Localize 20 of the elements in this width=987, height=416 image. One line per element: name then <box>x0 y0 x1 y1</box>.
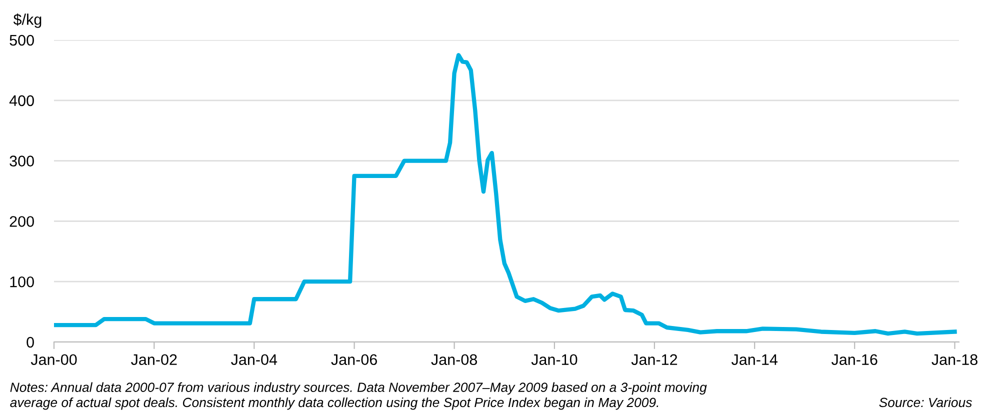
x-tick-label: Jan-16 <box>831 354 878 366</box>
x-tick-label: Jan-04 <box>231 354 278 366</box>
x-tick-label: Jan-10 <box>531 354 578 366</box>
x-tick-label: Jan-14 <box>731 354 778 366</box>
x-tick-label: Jan-02 <box>131 354 177 366</box>
y-tick-label: 300 <box>10 156 34 166</box>
y-tick-label: 500 <box>10 34 34 46</box>
x-tick-label: Jan-12 <box>631 354 678 366</box>
x-tick-label: Jan-08 <box>431 354 477 366</box>
line-series <box>54 53 957 336</box>
y-axis-title: $/kg <box>13 13 42 28</box>
x-tick-label: Jan-18 <box>932 354 978 366</box>
y-tick-label: 0 <box>26 336 34 348</box>
x-tick-label: Jan-06 <box>331 354 377 366</box>
y-tick-label: 400 <box>9 95 34 106</box>
x-tick-label: Jan-00 <box>30 354 77 366</box>
y-tick-label: 100 <box>10 276 34 288</box>
text: Notes: Annual data 2000-07 from various industry sources. Data November 2007–May 2009 based on a 3-point moving average of actual spot deals. Consistent monthly data collection using the Spot Price Index began in May 2009. <box>10 382 707 410</box>
source-note: Source: Various <box>879 397 972 408</box>
y-tick-label: 200 <box>10 216 34 227</box>
